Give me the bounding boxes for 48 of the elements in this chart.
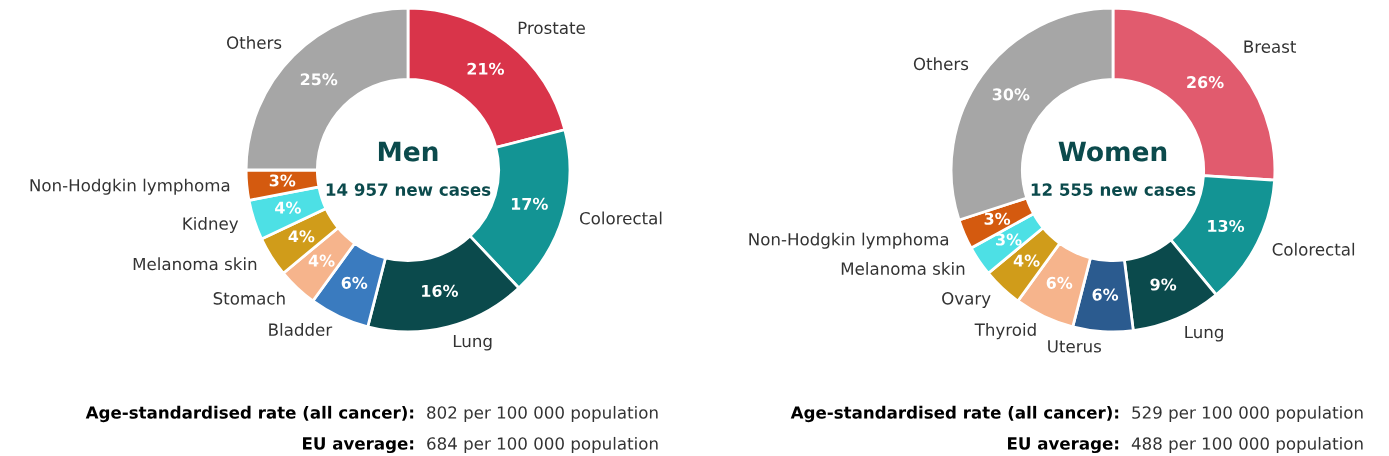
data-label: 6% (1046, 276, 1073, 289)
text: Age-standardised rate (all cancer): (85, 405, 414, 423)
slice-label: Ovary (942, 292, 991, 308)
data-label: 6% (341, 276, 368, 289)
data-label: 9% (1150, 278, 1177, 291)
text: 802 per 100 000 population (427, 405, 658, 423)
text: EU average: (303, 437, 414, 454)
text: 12 555 new cases (1031, 183, 1196, 196)
slice-label: Non-Hodgkin lymphoma (749, 232, 949, 249)
slice-label: Breast (1244, 40, 1297, 53)
data-label: 13% (1208, 219, 1245, 232)
text: 684 per 100 000 population (427, 436, 658, 454)
slice-label: Non-Hodgkin lymphoma (30, 178, 230, 195)
slice-label: Colorectal (1272, 242, 1355, 256)
text: Age-standardised rate (all cancer): (790, 405, 1119, 423)
data-label: 26% (1187, 76, 1224, 89)
slice-label: Colorectal (579, 211, 662, 225)
data-label: 3% (269, 174, 296, 187)
slice-label: Prostate (518, 21, 585, 35)
data-label: 4% (308, 254, 335, 267)
data-label: 16% (422, 284, 459, 297)
text: EU average: (1008, 437, 1119, 454)
slice-label: Melanoma skin (133, 257, 257, 271)
data-label: 6% (1092, 288, 1119, 301)
slice-label: Lung (453, 334, 492, 351)
data-label: 4% (275, 201, 301, 214)
text: Men (378, 141, 438, 162)
slice-label: Others (227, 36, 282, 49)
slice-label: Melanoma skin (841, 262, 965, 275)
text: Women (1058, 141, 1167, 162)
text: 529 per 100 000 population (1132, 405, 1363, 423)
slice-label: Kidney (183, 216, 239, 234)
data-label: 3% (984, 212, 1011, 225)
data-label: 25% (300, 73, 338, 86)
slice-label: Bladder (269, 323, 333, 336)
data-label: 3% (996, 233, 1022, 246)
data-label: 4% (288, 230, 315, 243)
data-label: 4% (1013, 254, 1040, 267)
text: 14 957 new cases (326, 183, 491, 196)
slice-label: Others (913, 57, 969, 71)
data-label: 17% (511, 197, 548, 210)
slice-label: Thyroid (974, 323, 1036, 340)
slice-label: Uterus (1048, 340, 1102, 353)
data-label: 30% (992, 88, 1030, 101)
slice-label: Stomach (213, 291, 285, 305)
data-label: 21% (467, 62, 505, 75)
text: 488 per 100 000 population (1131, 436, 1363, 454)
slice-label: Lung (1185, 325, 1223, 342)
